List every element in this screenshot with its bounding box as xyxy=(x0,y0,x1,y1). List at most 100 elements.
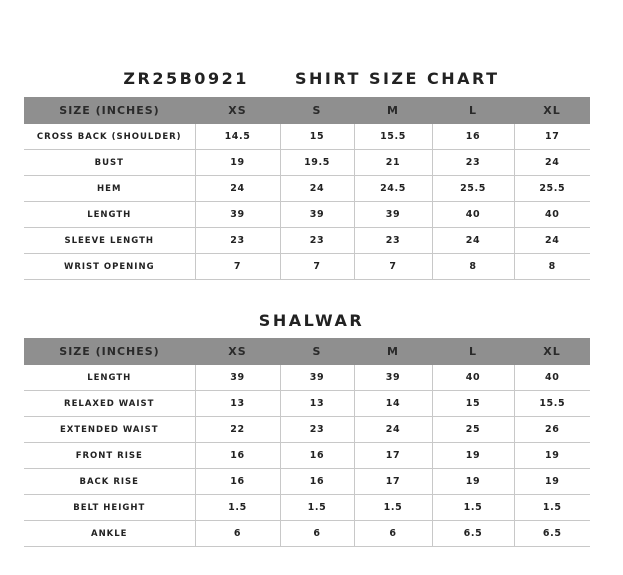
measurement-value: 23 xyxy=(279,227,354,254)
table-row: RELAXED WAIST 13 13 14 15 15.5 xyxy=(24,390,590,417)
column-header-label: SIZE (INCHES) xyxy=(24,338,195,365)
shirt-size-table: SIZE (INCHES) XS S M L XL CROSS BACK (SHOULDE… xyxy=(24,97,590,280)
measurement-value: 19 xyxy=(431,442,514,469)
measurement-value: 19 xyxy=(431,468,514,495)
measurement-value: 24 xyxy=(353,416,432,443)
column-header-size: XL xyxy=(514,338,590,365)
measurement-value: 15 xyxy=(431,390,514,417)
table-row: CROSS BACK (SHOULDER) 14.5 15 15.5 16 17 xyxy=(24,124,590,150)
measurement-value: 39 xyxy=(194,365,280,391)
measurement-label: FRONT RISE xyxy=(24,442,195,469)
measurement-value: 40 xyxy=(513,201,590,228)
measurement-value: 19 xyxy=(513,442,590,469)
shalwar-size-table: SIZE (INCHES) XS S M L XL LENGTH 39 39 39 40 40 REL… xyxy=(24,338,590,547)
measurement-value: 39 xyxy=(279,365,354,391)
table-row: HEM 24 24 24.5 25.5 25.5 xyxy=(24,175,590,202)
measurement-value: 19 xyxy=(513,468,590,495)
measurement-label: SLEEVE LENGTH xyxy=(24,227,195,254)
column-header-size: S xyxy=(280,338,354,365)
measurement-value: 16 xyxy=(279,442,354,469)
measurement-value: 15.5 xyxy=(353,124,432,150)
measurement-value: 24 xyxy=(513,227,590,254)
table-row: BACK RISE 16 16 17 19 19 xyxy=(24,468,590,495)
measurement-value: 13 xyxy=(279,390,354,417)
column-header-size: XS xyxy=(195,338,280,365)
product-code: ZR25B0921 xyxy=(123,69,249,88)
measurement-label: ANKLE xyxy=(24,520,195,547)
measurement-value: 19.5 xyxy=(279,149,354,176)
measurement-value: 6 xyxy=(279,520,354,547)
table-row: LENGTH 39 39 39 40 40 xyxy=(24,365,590,391)
measurement-value: 7 xyxy=(279,253,354,280)
measurement-value: 39 xyxy=(353,201,432,228)
measurement-value: 6 xyxy=(194,520,280,547)
measurement-value: 23 xyxy=(431,149,514,176)
measurement-value: 17 xyxy=(513,124,590,150)
measurement-value: 16 xyxy=(194,468,280,495)
column-header-size: M xyxy=(354,97,432,124)
measurement-value: 40 xyxy=(431,365,514,391)
measurement-value: 39 xyxy=(279,201,354,228)
measurement-value: 24 xyxy=(194,175,280,202)
header-row: SIZE (INCHES) XS S M L XL xyxy=(24,97,590,124)
measurement-label: HEM xyxy=(24,175,195,202)
column-header-label: SIZE (INCHES) xyxy=(24,97,195,124)
column-header-size: L xyxy=(432,97,514,124)
measurement-value: 6 xyxy=(353,520,432,547)
measurement-value: 8 xyxy=(513,253,590,280)
measurement-value: 15 xyxy=(279,124,354,150)
table-row: BELT HEIGHT 1.5 1.5 1.5 1.5 1.5 xyxy=(24,494,590,521)
measurement-value: 8 xyxy=(431,253,514,280)
measurement-value: 24 xyxy=(431,227,514,254)
measurement-value: 6.5 xyxy=(431,520,514,547)
shirt-chart-title: ZR25B0921 SHIRT SIZE CHART xyxy=(0,69,623,88)
shirt-title: SHIRT SIZE CHART xyxy=(295,69,500,88)
measurement-value: 7 xyxy=(194,253,280,280)
table-row: ANKLE 6 6 6 6.5 6.5 xyxy=(24,520,590,547)
shalwar-chart-title: SHALWAR xyxy=(0,311,623,330)
measurement-value: 22 xyxy=(194,416,280,443)
header-row: SIZE (INCHES) XS S M L XL xyxy=(24,338,590,365)
measurement-value: 14 xyxy=(353,390,432,417)
measurement-value: 6.5 xyxy=(513,520,590,547)
table-row: BUST 19 19.5 21 23 24 xyxy=(24,149,590,176)
measurement-value: 21 xyxy=(353,149,432,176)
measurement-value: 40 xyxy=(431,201,514,228)
measurement-value: 24.5 xyxy=(353,175,432,202)
measurement-label: EXTENDED WAIST xyxy=(24,416,195,443)
measurement-label: BUST xyxy=(24,149,195,176)
measurement-value: 1.5 xyxy=(513,494,590,521)
measurement-value: 24 xyxy=(279,175,354,202)
measurement-value: 25 xyxy=(431,416,514,443)
measurement-label: RELAXED WAIST xyxy=(24,390,195,417)
measurement-value: 19 xyxy=(194,149,280,176)
measurement-value: 23 xyxy=(194,227,280,254)
measurement-value: 26 xyxy=(513,416,590,443)
shalwar-title: SHALWAR xyxy=(258,311,365,330)
measurement-label: LENGTH xyxy=(24,201,195,228)
measurement-value: 1.5 xyxy=(279,494,354,521)
column-header-size: L xyxy=(432,338,514,365)
measurement-value: 7 xyxy=(353,253,432,280)
measurement-value: 15.5 xyxy=(513,390,590,417)
measurement-value: 24 xyxy=(513,149,590,176)
measurement-value: 25.5 xyxy=(431,175,514,202)
table-row: FRONT RISE 16 16 17 19 19 xyxy=(24,442,590,469)
measurement-label: BACK RISE xyxy=(24,468,195,495)
measurement-value: 16 xyxy=(279,468,354,495)
table-row: WRIST OPENING 7 7 7 8 8 xyxy=(24,253,590,280)
measurement-value: 23 xyxy=(279,416,354,443)
measurement-label: CROSS BACK (SHOULDER) xyxy=(24,124,195,150)
column-header-size: XS xyxy=(195,97,280,124)
measurement-value: 16 xyxy=(431,124,514,150)
measurement-value: 17 xyxy=(353,468,432,495)
table-row: EXTENDED WAIST 22 23 24 25 26 xyxy=(24,416,590,443)
measurement-value: 16 xyxy=(194,442,280,469)
measurement-value: 14.5 xyxy=(194,124,280,150)
table-row: LENGTH 39 39 39 40 40 xyxy=(24,201,590,228)
measurement-label: LENGTH xyxy=(24,365,195,391)
column-header-size: XL xyxy=(514,97,590,124)
measurement-value: 1.5 xyxy=(194,494,280,521)
measurement-value: 39 xyxy=(194,201,280,228)
measurement-value: 17 xyxy=(353,442,432,469)
